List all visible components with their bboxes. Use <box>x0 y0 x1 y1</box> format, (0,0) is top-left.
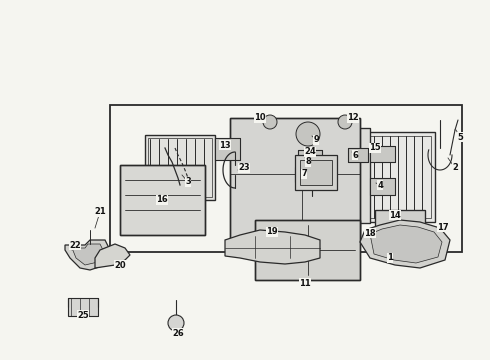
Bar <box>375 210 425 250</box>
Polygon shape <box>310 128 370 223</box>
Bar <box>120 165 205 235</box>
Polygon shape <box>348 148 368 162</box>
Bar <box>68 298 98 316</box>
Text: 13: 13 <box>219 140 231 149</box>
Polygon shape <box>370 146 395 162</box>
Polygon shape <box>95 244 130 268</box>
Circle shape <box>296 122 320 146</box>
Bar <box>370 178 395 195</box>
Polygon shape <box>360 220 450 268</box>
Bar <box>230 118 360 243</box>
Polygon shape <box>255 220 360 280</box>
Text: 5: 5 <box>457 132 463 141</box>
Bar <box>298 150 322 165</box>
Bar <box>110 105 462 252</box>
Text: 7: 7 <box>301 170 307 179</box>
Text: 24: 24 <box>304 148 316 157</box>
Bar <box>360 132 435 222</box>
Text: 23: 23 <box>238 163 250 172</box>
Bar <box>370 146 395 162</box>
Polygon shape <box>230 118 360 243</box>
Polygon shape <box>370 225 442 263</box>
Text: 3: 3 <box>185 177 191 186</box>
Text: 1: 1 <box>387 253 393 262</box>
Polygon shape <box>298 150 322 165</box>
Bar <box>295 167 318 182</box>
Polygon shape <box>225 230 320 264</box>
Text: 26: 26 <box>172 328 184 338</box>
Polygon shape <box>120 165 205 235</box>
Text: 6: 6 <box>352 150 358 159</box>
Circle shape <box>287 140 303 156</box>
Text: 11: 11 <box>299 279 311 288</box>
Bar <box>295 155 337 190</box>
Text: 21: 21 <box>94 207 106 216</box>
Polygon shape <box>375 210 425 250</box>
Bar <box>310 128 370 223</box>
Polygon shape <box>215 138 240 160</box>
Text: 12: 12 <box>347 113 359 122</box>
Text: 9: 9 <box>313 135 319 144</box>
Text: 4: 4 <box>377 180 383 189</box>
Text: 25: 25 <box>77 310 89 320</box>
Text: 14: 14 <box>389 211 401 220</box>
Text: 15: 15 <box>369 144 381 153</box>
Bar <box>215 138 240 160</box>
Polygon shape <box>370 178 395 195</box>
Polygon shape <box>72 244 104 265</box>
Text: 16: 16 <box>156 195 168 204</box>
Circle shape <box>338 115 352 129</box>
Bar <box>148 138 212 197</box>
Polygon shape <box>65 240 110 270</box>
Text: 2: 2 <box>452 163 458 172</box>
Text: 17: 17 <box>437 222 449 231</box>
Bar <box>145 135 215 200</box>
Circle shape <box>168 315 184 331</box>
Text: 20: 20 <box>114 261 126 270</box>
Text: 8: 8 <box>305 158 311 166</box>
Text: 10: 10 <box>254 113 266 122</box>
Text: 22: 22 <box>69 240 81 249</box>
Bar <box>364 136 431 218</box>
Bar <box>348 148 368 162</box>
Circle shape <box>263 115 277 129</box>
Bar <box>255 220 360 280</box>
Bar <box>300 160 332 185</box>
Text: 18: 18 <box>364 229 376 238</box>
Polygon shape <box>295 167 318 182</box>
Text: 19: 19 <box>266 228 278 237</box>
